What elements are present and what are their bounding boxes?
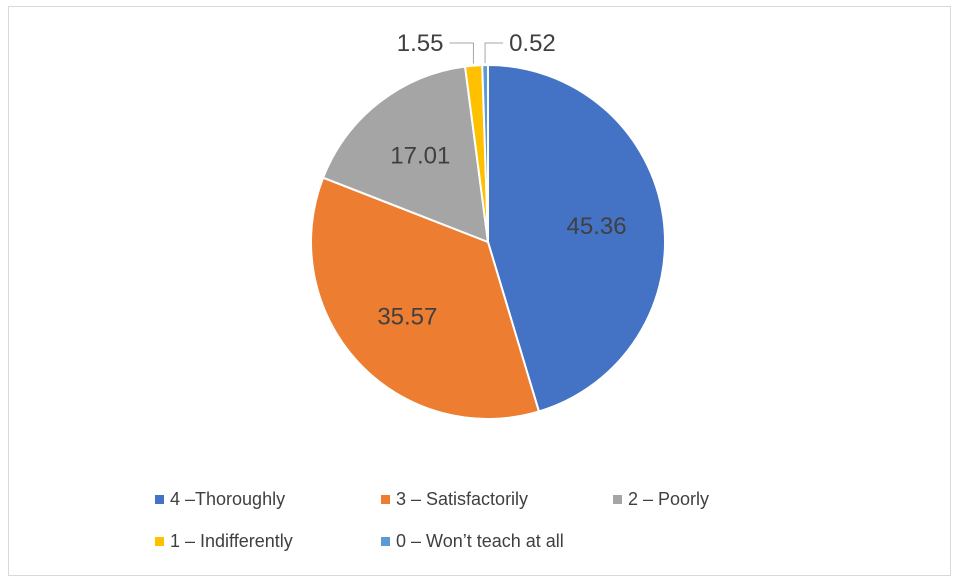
legend-label: 4 –Thoroughly — [170, 489, 286, 509]
legend-label: 1 – Indifferently — [170, 531, 293, 551]
data-label-poorly: 17.01 — [390, 143, 450, 170]
legend-swatch — [613, 495, 622, 504]
data-label-wont-teach: 0.52 — [509, 30, 556, 57]
legend-label: 0 – Won’t teach at all — [396, 531, 564, 551]
legend-label: 3 – Satisfactorily — [396, 489, 529, 509]
pie-slices — [310, 63, 666, 420]
data-labels: 45.36 35.57 17.01 1.55 0.52 — [377, 30, 626, 330]
leader-line-wont-teach — [484, 42, 504, 64]
data-label-thoroughly: 45.36 — [567, 213, 627, 240]
pie-chart: 45.36 35.57 17.01 1.55 0.52 — [310, 30, 666, 420]
data-label-indifferently: 1.55 — [397, 30, 444, 57]
legend-swatch — [381, 537, 390, 546]
pie-slice-satisfactorily — [310, 176, 541, 420]
data-label-satisfactorily: 35.57 — [377, 303, 437, 330]
legend-label: 2 – Poorly — [628, 489, 710, 509]
pie-slice-poorly — [321, 65, 490, 244]
leader-line-indifferently — [449, 42, 474, 64]
legend-item-poorly: 2 – Poorly — [613, 489, 709, 510]
leader-lines — [449, 42, 504, 64]
legend-item-wont-teach: 0 – Won’t teach at all — [381, 531, 564, 552]
legend-swatch — [155, 537, 164, 546]
legend-swatch — [155, 495, 164, 504]
legend: 4 –Thoroughly 3 – Satisfactorily 2 – Poo… — [155, 489, 815, 579]
legend-item-satisfactorily: 3 – Satisfactorily — [381, 489, 528, 510]
legend-swatch — [381, 495, 390, 504]
pie-slice-wont-teach — [481, 63, 489, 243]
chart-frame: 45.36 35.57 17.01 1.55 0.52 4 –Thoroughly 3 … — [8, 6, 951, 576]
legend-item-thoroughly: 4 –Thoroughly — [155, 489, 285, 510]
pie-slice-thoroughly — [487, 63, 666, 413]
legend-item-indifferently: 1 – Indifferently — [155, 531, 293, 552]
